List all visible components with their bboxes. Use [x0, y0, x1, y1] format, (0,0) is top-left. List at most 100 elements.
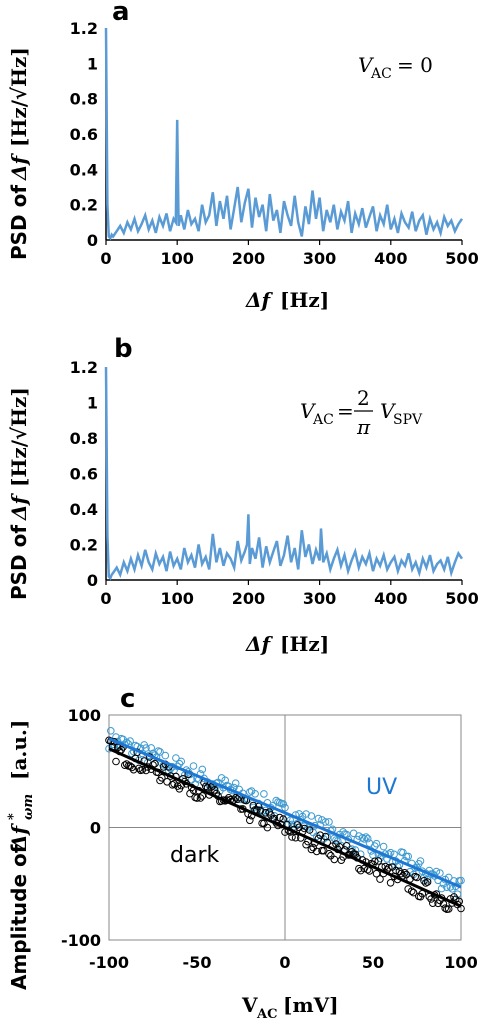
svg-text:Δf: Δf — [7, 152, 31, 181]
y-tick-label: 0.8 — [70, 90, 98, 109]
scatter-point-UV — [360, 835, 369, 843]
scatter-point-dark — [300, 824, 309, 833]
scatter-points — [105, 727, 465, 914]
scatter-point-UV — [312, 832, 321, 841]
panel-letter-a: a — [112, 0, 130, 27]
scatter-point-dark — [316, 831, 325, 840]
svg-text:PSD of: PSD of — [7, 185, 31, 260]
scatter-point-dark — [196, 794, 205, 802]
scatter-point-UV — [281, 803, 289, 812]
svg-text:ωm: ωm — [21, 794, 36, 820]
scatter-point-dark — [371, 857, 379, 866]
y-tick-label: 0.6 — [70, 465, 98, 484]
scatter-point-UV — [379, 842, 388, 851]
x-tick-label: 100 — [160, 589, 193, 608]
x-tick-label: 400 — [374, 589, 407, 608]
scatter-point-UV — [437, 884, 446, 893]
scatter-point-dark — [307, 845, 316, 854]
y-tick-label: 1.2 — [70, 358, 98, 377]
annotation-b: V AC = 2 π V SPV — [300, 386, 423, 439]
scatter-point-dark — [444, 905, 453, 913]
scatter-point-dark — [256, 806, 265, 815]
x-ticks-c: -100 -50 0 50 100 — [89, 953, 478, 972]
svg-text:Δf: Δf — [7, 822, 31, 851]
svg-text:*: * — [6, 813, 21, 820]
y-tick-label: 0.4 — [70, 160, 98, 179]
scatter-point-UV — [221, 776, 229, 785]
scatter-point-UV — [321, 818, 330, 826]
y-tick-label: 1 — [87, 394, 98, 413]
scatter-point-UV — [332, 836, 340, 844]
y-ticks-c: -100 0 100 — [61, 706, 101, 950]
scatter-point-dark — [129, 765, 138, 774]
scatter-point-dark — [376, 875, 384, 883]
scatter-point-UV — [231, 779, 240, 788]
x-tick-label: 300 — [303, 249, 336, 268]
x-label-c: V AC [mV] — [241, 993, 339, 1022]
svg-text:[Hz/√Hz]: [Hz/√Hz] — [7, 47, 31, 147]
scatter-point-dark — [275, 813, 284, 822]
scatter-point-dark — [151, 759, 159, 768]
svg-text:= 0: = 0 — [397, 53, 433, 77]
scatter-point-UV — [246, 788, 254, 796]
y-tick-label: 0 — [90, 819, 101, 838]
scatter-point-dark — [293, 821, 302, 829]
scatter-point-UV — [443, 883, 451, 892]
scatter-point-dark — [407, 887, 416, 896]
scatter-point-UV — [172, 754, 180, 762]
scatter-point-dark — [128, 763, 136, 772]
x-tick-label: 0 — [100, 589, 111, 608]
scatter-point-UV — [147, 744, 155, 752]
scatter-point-dark — [439, 900, 448, 908]
scatter-point-UV — [107, 727, 115, 735]
scatter-point-dark — [429, 899, 437, 908]
scatter-point-UV — [436, 869, 444, 877]
y-tick-label: 100 — [68, 706, 101, 725]
scatter-point-dark — [263, 823, 272, 832]
y-tick-label: 0.8 — [70, 429, 98, 448]
scatter-point-UV — [362, 833, 370, 841]
svg-text:=: = — [337, 399, 354, 423]
svg-text:V: V — [380, 399, 397, 423]
scatter-point-UV — [279, 800, 288, 808]
y-tick-label: 0.2 — [70, 536, 98, 555]
x-tick-label: -50 — [183, 953, 212, 972]
svg-text:[Hz]: [Hz] — [280, 632, 329, 656]
scatter-point-UV — [189, 762, 198, 770]
scatter-point-dark — [325, 850, 333, 858]
scatter-point-dark — [291, 833, 300, 842]
svg-text:[Hz/√Hz]: [Hz/√Hz] — [7, 387, 31, 487]
scatter-point-dark — [210, 786, 219, 794]
svg-text:AC: AC — [370, 66, 392, 82]
scatter-point-dark — [355, 864, 363, 873]
scatter-point-UV — [126, 737, 134, 745]
y-tick-label: 0 — [87, 231, 98, 250]
svg-text:AC: AC — [256, 1007, 277, 1022]
x-tick-label: 0 — [279, 953, 290, 972]
y-tick-label: 0.6 — [70, 125, 98, 144]
scatter-point-dark — [450, 893, 458, 901]
scatter-point-UV — [156, 748, 164, 756]
scatter-point-UV — [358, 834, 367, 842]
y-label-c: Amplitude of Δf * ωm [a.u.] — [6, 720, 36, 990]
svg-text:V: V — [300, 399, 317, 423]
psd-line-a — [104, 27, 464, 241]
x-tick-label: 0 — [100, 249, 111, 268]
svg-text:[a.u.]: [a.u.] — [7, 720, 31, 780]
scatter-point-dark — [374, 857, 383, 865]
scatter-point-UV — [288, 820, 296, 829]
scatter-point-UV — [304, 824, 312, 832]
svg-text:[mV]: [mV] — [283, 993, 339, 1017]
scatter-point-UV — [325, 818, 333, 826]
scatter-point-dark — [397, 869, 406, 878]
svg-text:V: V — [358, 53, 375, 77]
scatter-point-UV — [161, 751, 170, 760]
x-tick-label: -100 — [89, 953, 129, 972]
psd-line-b — [104, 366, 464, 581]
scatter-point-dark — [372, 869, 381, 878]
scatter-point-dark — [246, 816, 254, 825]
scatter-point-dark — [441, 904, 450, 913]
scatter-point-dark — [365, 867, 374, 875]
fit-line-uv — [108, 737, 462, 889]
